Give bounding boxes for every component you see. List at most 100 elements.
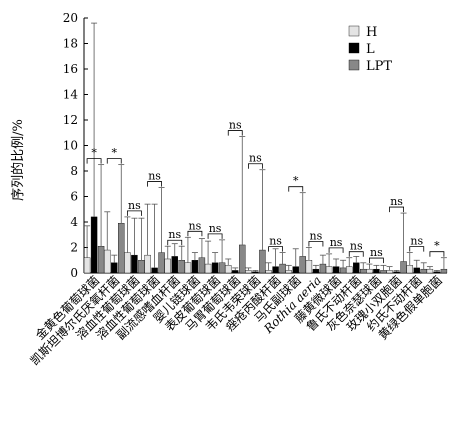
bar	[144, 254, 151, 274]
bar	[353, 262, 360, 274]
bar	[319, 263, 327, 274]
y-tick-label: 14	[63, 88, 79, 102]
bar	[111, 262, 118, 274]
significance-bracket	[409, 246, 425, 252]
y-tick-label: 16	[63, 62, 78, 76]
bar	[158, 252, 165, 274]
significance-bracket	[369, 257, 384, 264]
bar	[259, 249, 266, 274]
significance-bracket	[106, 158, 122, 164]
bar	[265, 270, 272, 274]
significance-label: ns	[148, 170, 161, 183]
bar	[346, 266, 353, 274]
x-tick-labels: 金黄色葡萄球菌凯斯坦博尔氏厌氧杆菌溶血性葡萄球菌溶血性葡萄球菌副流感嗜血杆菌婴儿…	[27, 273, 445, 368]
bar	[332, 266, 340, 274]
legend-label: LPT	[366, 59, 392, 74]
bar	[184, 262, 192, 274]
significance-label: ns	[189, 219, 202, 232]
bar	[440, 268, 448, 274]
y-tick-label: 10	[63, 139, 78, 153]
bar	[325, 266, 333, 274]
significance-bracket	[167, 239, 183, 246]
significance-bracket	[348, 251, 364, 257]
legend-swatch	[348, 25, 360, 37]
bar	[420, 268, 427, 274]
significance-label: *	[293, 175, 299, 188]
bar	[426, 268, 434, 274]
bar	[239, 244, 246, 274]
significance-label: ns	[128, 199, 141, 212]
bar	[211, 262, 219, 274]
significance-label: ns	[229, 119, 242, 132]
bar	[305, 260, 313, 274]
significance-bracket	[429, 251, 445, 257]
significance-label: *	[91, 147, 97, 160]
bar	[104, 249, 111, 274]
y-tick-label: 20	[63, 11, 78, 25]
bar	[252, 271, 259, 274]
bar	[360, 268, 367, 274]
significance-bracket	[268, 246, 283, 252]
significance-bracket	[248, 163, 263, 169]
axes: 0 2 4 6 8 10 12 14 16 18 20	[63, 11, 447, 280]
significance-bracket	[328, 247, 344, 253]
y-tick-label: 6	[70, 190, 78, 204]
bar	[178, 260, 185, 274]
legend-swatch	[348, 42, 360, 54]
bar	[400, 261, 407, 274]
bar	[373, 268, 380, 274]
bar	[151, 267, 158, 274]
bars	[83, 22, 448, 274]
y-tick-label: 12	[63, 113, 78, 127]
bar	[339, 267, 347, 274]
significance-bracket	[288, 186, 304, 192]
significance-label: *	[434, 240, 440, 253]
bar	[138, 260, 145, 274]
bar	[272, 266, 279, 274]
significance-label: ns	[168, 228, 181, 241]
significance-bracket	[389, 206, 404, 213]
y-tick-label: 18	[63, 37, 78, 51]
legend-label: L	[366, 42, 375, 57]
significance-label: ns	[330, 236, 343, 249]
bar	[232, 270, 239, 274]
significance-label: ns	[370, 246, 383, 259]
y-axis-label: 序列的比例/%	[10, 119, 26, 201]
significance-label: ns	[350, 240, 363, 253]
bar	[413, 267, 420, 274]
bar	[245, 270, 252, 274]
bar	[118, 223, 125, 274]
y-tick-label: 2	[70, 241, 78, 255]
bar	[131, 254, 138, 274]
bar	[171, 256, 178, 274]
bar	[124, 252, 131, 274]
bar	[279, 263, 286, 274]
legend-swatch	[348, 59, 360, 71]
bar	[406, 265, 413, 274]
bar	[292, 266, 299, 274]
significance-label: ns	[209, 222, 222, 235]
bar	[312, 268, 320, 274]
bar	[380, 270, 387, 274]
bar	[386, 270, 393, 274]
bar	[299, 256, 306, 274]
bar	[90, 216, 98, 274]
bar	[218, 262, 226, 274]
bar	[225, 265, 232, 274]
significance-bracket	[227, 130, 243, 136]
significance-bracket	[187, 230, 203, 237]
significance-label: ns	[269, 235, 282, 248]
significance-bracket	[207, 233, 223, 239]
bar	[433, 271, 441, 274]
significance-bracket	[308, 241, 324, 247]
legend-label: H	[366, 25, 377, 40]
significance-bracket	[147, 181, 162, 187]
bar	[204, 263, 212, 274]
y-tick-label: 4	[70, 215, 78, 229]
significance-label: *	[112, 147, 118, 160]
bar	[191, 260, 199, 274]
significance-bracket	[127, 210, 142, 216]
significance-label: ns	[390, 195, 403, 208]
